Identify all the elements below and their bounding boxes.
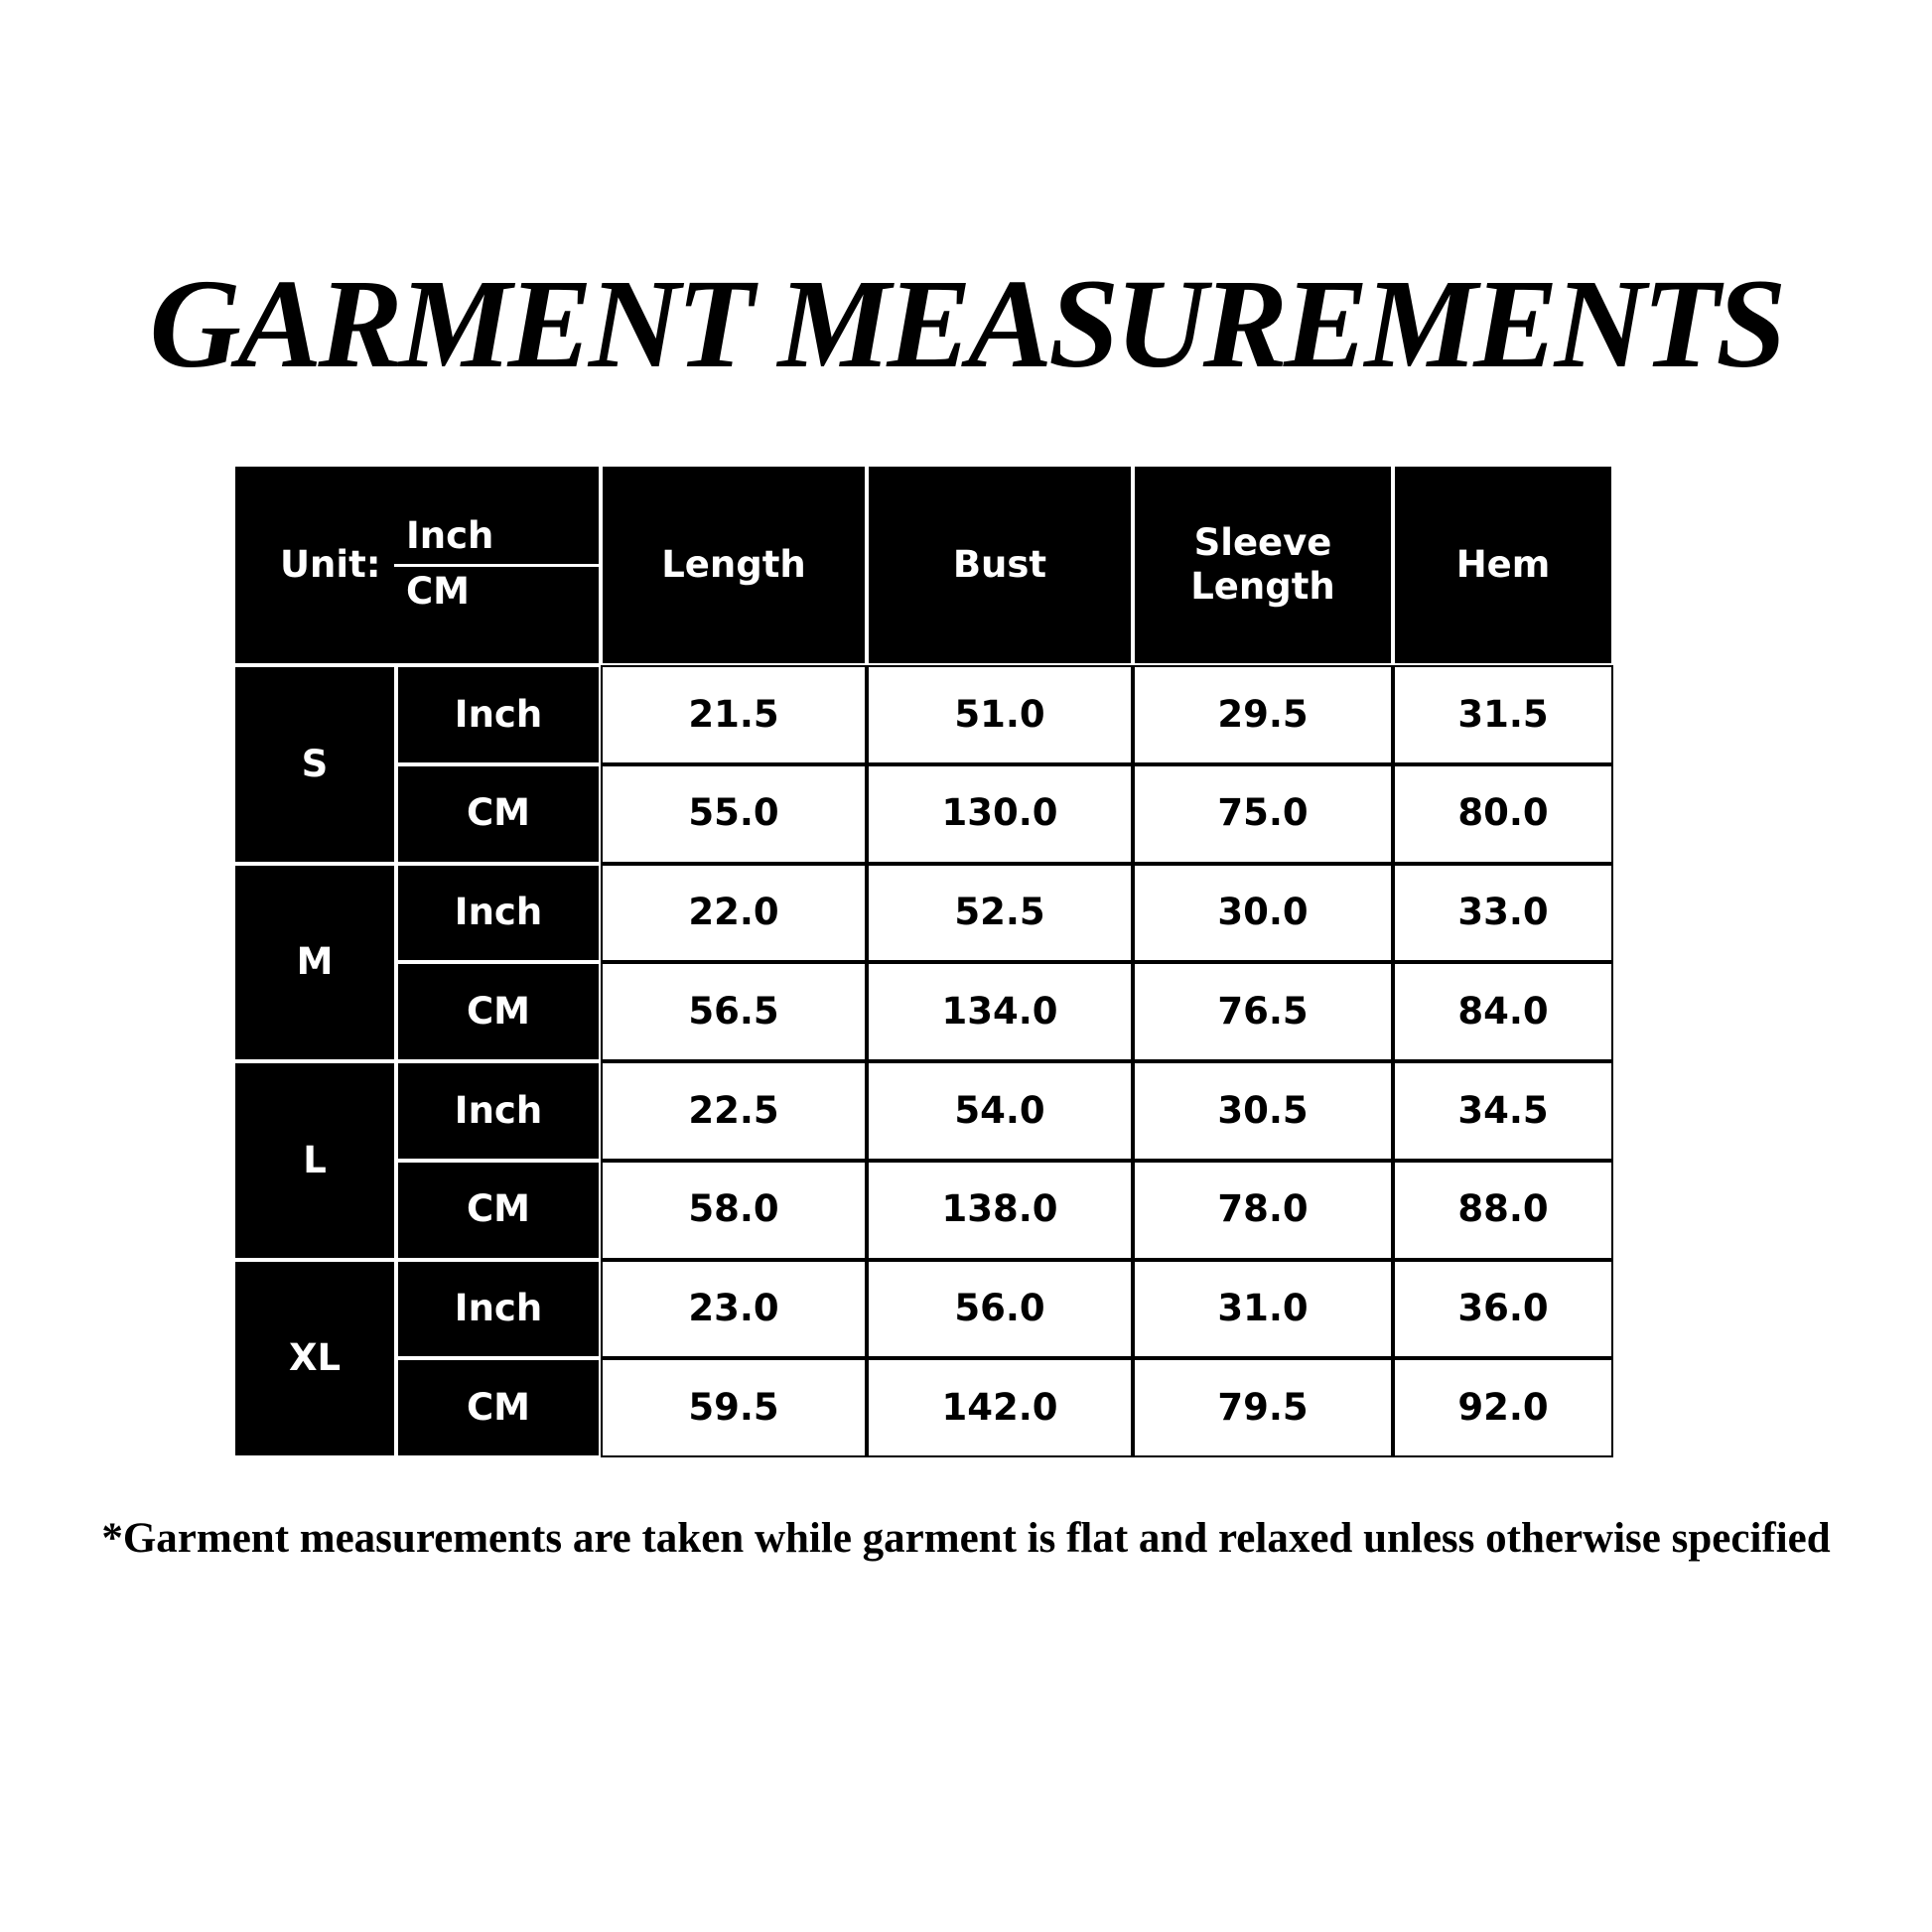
value-cell: 79.5: [1133, 1358, 1393, 1457]
value-cell: 31.0: [1133, 1259, 1393, 1359]
value-cell: 51.0: [867, 665, 1133, 764]
value-cell: 33.0: [1393, 863, 1613, 963]
value-cell: 134.0: [867, 962, 1133, 1061]
value-cell: 92.0: [1393, 1358, 1613, 1457]
unit-option: CM: [406, 570, 470, 613]
value-cell: 59.5: [601, 1358, 867, 1457]
unit-label: Unit:: [280, 542, 381, 586]
unit-label: CM: [396, 962, 601, 1061]
value-cell: 56.5: [601, 962, 867, 1061]
value-cell: 30.0: [1133, 863, 1393, 963]
column-header: Bust: [867, 465, 1133, 665]
value-cell: 55.0: [601, 763, 867, 864]
unit-option: Inch: [406, 514, 494, 557]
value-cell: 58.0: [601, 1160, 867, 1260]
value-cell: 138.0: [867, 1160, 1133, 1260]
value-cell: 22.5: [601, 1061, 867, 1161]
value-cell: 80.0: [1393, 763, 1613, 864]
unit-header: Unit: Inch CM: [233, 465, 601, 665]
title: GARMENT MEASUREMENTS: [149, 253, 1787, 394]
value-cell: 84.0: [1393, 962, 1613, 1061]
size-label: S: [233, 665, 396, 864]
value-cell: 75.0: [1133, 763, 1393, 864]
value-cell: 29.5: [1133, 665, 1393, 764]
unit-label: Inch: [396, 665, 601, 764]
value-cell: 31.5: [1393, 665, 1613, 764]
unit-label: CM: [396, 1160, 601, 1260]
value-cell: 78.0: [1133, 1160, 1393, 1260]
footnote: *Garment measurements are taken while ga…: [101, 1515, 1831, 1562]
unit-divider: [394, 564, 599, 567]
value-cell: 88.0: [1393, 1160, 1613, 1260]
column-header: Length: [601, 465, 867, 665]
value-cell: 142.0: [867, 1358, 1133, 1457]
size-label: M: [233, 863, 396, 1061]
column-header: Hem: [1393, 465, 1613, 665]
value-cell: 21.5: [601, 665, 867, 764]
value-cell: 54.0: [867, 1061, 1133, 1161]
unit-label: CM: [396, 1358, 601, 1457]
value-cell: 34.5: [1393, 1061, 1613, 1161]
unit-label: Inch: [396, 863, 601, 963]
value-cell: 130.0: [867, 763, 1133, 864]
size-label: L: [233, 1061, 396, 1260]
column-header: Sleeve Length: [1133, 465, 1393, 665]
value-cell: 22.0: [601, 863, 867, 963]
unit-label: Inch: [396, 1061, 601, 1161]
unit-label: Inch: [396, 1259, 601, 1359]
unit-label: CM: [396, 763, 601, 864]
value-cell: 23.0: [601, 1259, 867, 1359]
value-cell: 36.0: [1393, 1259, 1613, 1359]
value-cell: 76.5: [1133, 962, 1393, 1061]
value-cell: 52.5: [867, 863, 1133, 963]
value-cell: 30.5: [1133, 1061, 1393, 1161]
size-label: XL: [233, 1259, 396, 1457]
value-cell: 56.0: [867, 1259, 1133, 1359]
